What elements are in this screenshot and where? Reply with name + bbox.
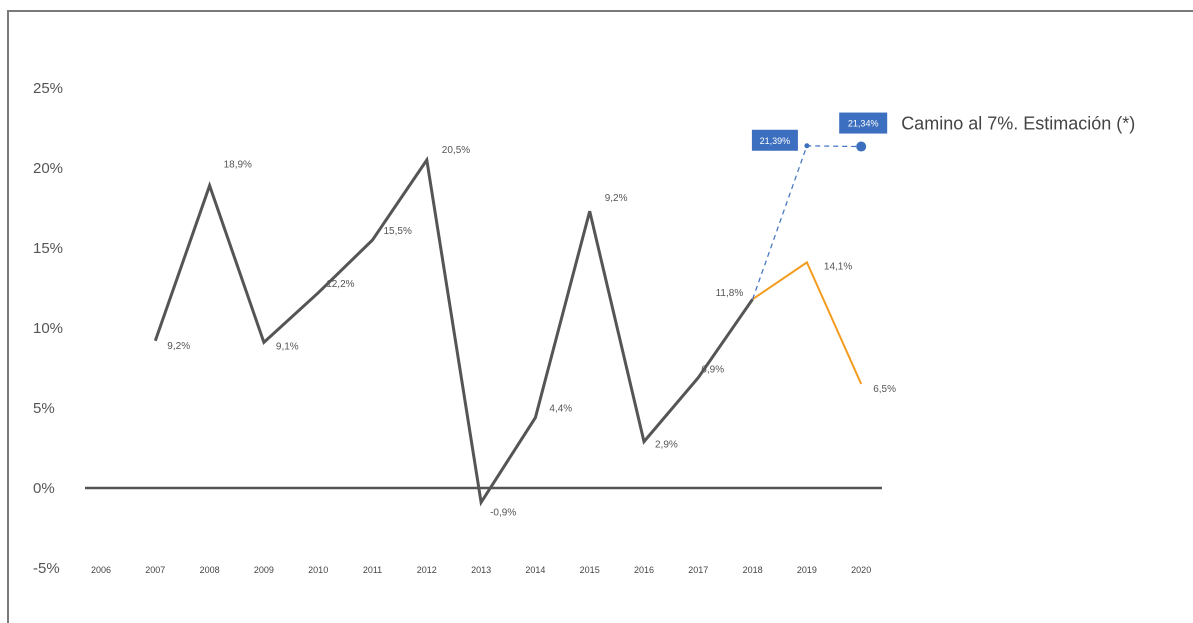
x-tick-label: 2012	[417, 565, 437, 575]
x-tick-label: 2008	[200, 565, 220, 575]
x-tick-label: 2015	[580, 565, 600, 575]
camino-point-2020	[856, 141, 867, 152]
x-tick-label: 2010	[308, 565, 328, 575]
data-label: 9,1%	[276, 341, 299, 352]
series-layer	[153, 141, 867, 507]
x-tick-label: 2007	[145, 565, 165, 575]
y-tick-label: 20%	[33, 160, 63, 177]
x-axis: 2006 2007 2008 2009 2010 2011 2012 2013 2014 2015…	[91, 565, 871, 575]
x-tick-label: 2017	[688, 565, 708, 575]
y-tick-label: 15%	[33, 240, 63, 257]
data-label: 15,5%	[384, 226, 412, 237]
series-line-forecast	[752, 260, 863, 385]
data-label: 9,2%	[167, 341, 190, 352]
y-tick-label: 10%	[33, 320, 63, 337]
data-label: 12,2%	[326, 279, 354, 290]
data-label: 14,1%	[824, 261, 852, 272]
series-line-historical	[153, 156, 754, 507]
data-label: 20,5%	[442, 145, 470, 156]
x-tick-label: 2018	[743, 565, 763, 575]
x-tick-label: 2014	[525, 565, 545, 575]
x-tick-label: 2020	[851, 565, 871, 575]
data-labels: 9,2% 18,9% 9,1% 12,2% 15,5% 20,5% -0,9% 4,4% 9,2…	[167, 112, 896, 518]
y-tick-label: 0%	[33, 480, 55, 497]
data-label: 6,9%	[701, 365, 724, 376]
data-label: -0,9%	[490, 507, 516, 518]
camino-point-2019	[804, 143, 810, 149]
x-tick-label: 2016	[634, 565, 654, 575]
data-label: 18,9%	[224, 160, 252, 171]
data-label: 4,4%	[549, 404, 572, 415]
data-label: 6,5%	[873, 384, 896, 395]
camino-tag-label: 21,34%	[848, 119, 879, 129]
data-label: 2,9%	[655, 440, 678, 451]
y-tick-label: -5%	[33, 560, 60, 577]
camino-tag-label: 21,39%	[760, 136, 791, 146]
x-tick-label: 2013	[471, 565, 491, 575]
x-tick-label: 2019	[797, 565, 817, 575]
y-tick-label: 5%	[33, 400, 55, 417]
y-axis: 25% 20% 15% 10% 5% 0% -5%	[33, 80, 63, 577]
x-tick-label: 2006	[91, 565, 111, 575]
camino-tag-box	[839, 112, 888, 134]
chart-frame	[7, 10, 1193, 623]
legend-camino-label: Camino al 7%. Estimación (*)	[901, 114, 1135, 134]
data-label: 9,2%	[605, 193, 628, 204]
series-line-camino	[752, 145, 862, 300]
x-tick-label: 2011	[363, 565, 382, 575]
x-tick-label: 2009	[254, 565, 274, 575]
camino-tag-box	[751, 129, 798, 151]
legend: Camino al 7%. Estimación (*)	[901, 114, 1135, 134]
y-tick-label: 25%	[33, 80, 63, 97]
data-label: 11,8%	[716, 288, 744, 299]
